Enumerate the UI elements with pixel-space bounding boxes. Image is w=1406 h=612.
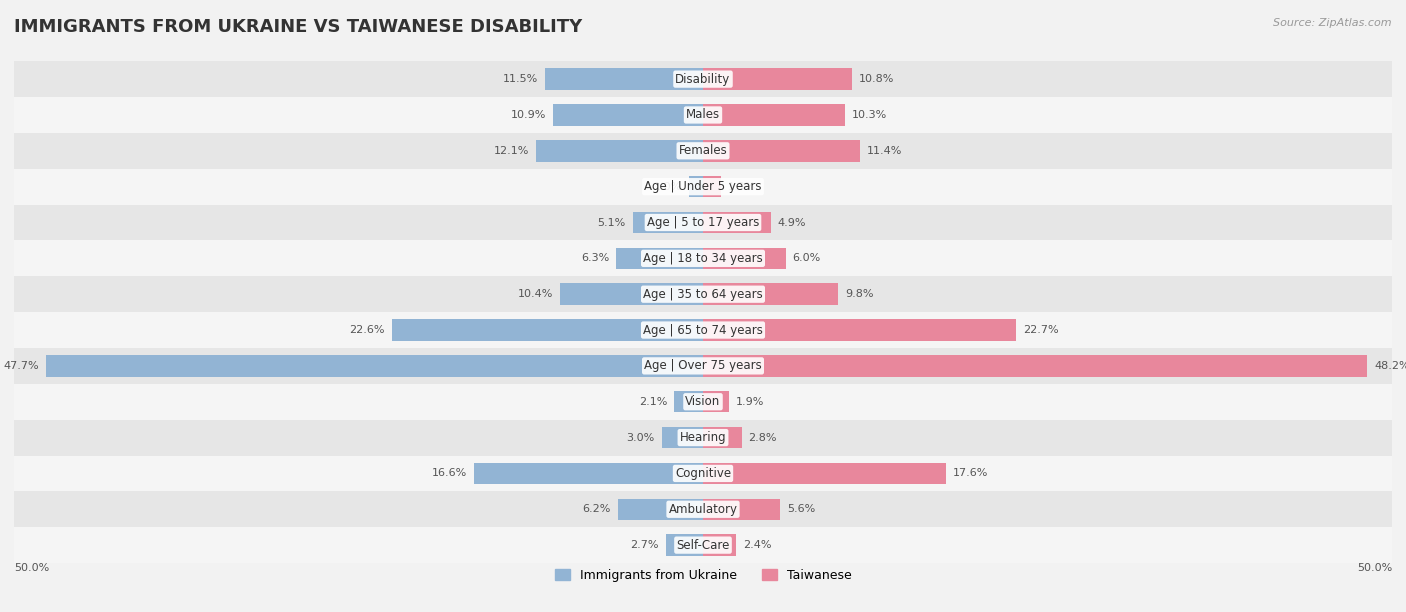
Bar [474, 463, 703, 484]
Text: 22.7%: 22.7% [1022, 325, 1059, 335]
Text: Ambulatory: Ambulatory [668, 503, 738, 516]
Bar [14, 241, 1392, 276]
Text: 50.0%: 50.0% [1357, 563, 1392, 573]
Bar [703, 463, 945, 484]
Text: 48.2%: 48.2% [1374, 361, 1406, 371]
Text: Hearing: Hearing [679, 431, 727, 444]
Text: IMMIGRANTS FROM UKRAINE VS TAIWANESE DISABILITY: IMMIGRANTS FROM UKRAINE VS TAIWANESE DIS… [14, 18, 582, 36]
Bar [633, 212, 703, 233]
Text: 10.8%: 10.8% [859, 74, 894, 84]
Bar [703, 176, 721, 198]
Bar [703, 69, 852, 90]
Text: Age | 5 to 17 years: Age | 5 to 17 years [647, 216, 759, 229]
Bar [617, 499, 703, 520]
Bar [616, 248, 703, 269]
Bar [689, 176, 703, 198]
Bar [14, 348, 1392, 384]
Bar [703, 283, 838, 305]
Text: 22.6%: 22.6% [349, 325, 385, 335]
Text: Age | 18 to 34 years: Age | 18 to 34 years [643, 252, 763, 265]
Text: 1.0%: 1.0% [654, 182, 682, 192]
Bar [14, 276, 1392, 312]
Text: Age | Under 5 years: Age | Under 5 years [644, 180, 762, 193]
Bar [703, 499, 780, 520]
Text: Disability: Disability [675, 73, 731, 86]
Text: Age | 65 to 74 years: Age | 65 to 74 years [643, 324, 763, 337]
Text: Self-Care: Self-Care [676, 539, 730, 551]
Text: Males: Males [686, 108, 720, 121]
Text: 11.4%: 11.4% [868, 146, 903, 156]
Text: 10.3%: 10.3% [852, 110, 887, 120]
Text: 5.1%: 5.1% [598, 217, 626, 228]
Bar [560, 283, 703, 305]
Text: Age | 35 to 64 years: Age | 35 to 64 years [643, 288, 763, 300]
Text: 9.8%: 9.8% [845, 289, 873, 299]
Text: 11.5%: 11.5% [502, 74, 537, 84]
Bar [544, 69, 703, 90]
Text: Vision: Vision [685, 395, 721, 408]
Bar [703, 427, 741, 449]
Bar [703, 212, 770, 233]
Text: 3.0%: 3.0% [627, 433, 655, 442]
Text: 10.4%: 10.4% [517, 289, 553, 299]
Text: 6.2%: 6.2% [582, 504, 610, 514]
Bar [553, 104, 703, 125]
Text: 2.8%: 2.8% [748, 433, 778, 442]
Text: 1.3%: 1.3% [728, 182, 756, 192]
Text: 6.0%: 6.0% [793, 253, 821, 263]
Text: 2.4%: 2.4% [742, 540, 772, 550]
Bar [392, 319, 703, 341]
Bar [703, 319, 1015, 341]
Text: 2.7%: 2.7% [630, 540, 659, 550]
Bar [703, 391, 730, 412]
Text: Age | Over 75 years: Age | Over 75 years [644, 359, 762, 372]
Text: 5.6%: 5.6% [787, 504, 815, 514]
Bar [14, 169, 1392, 204]
Text: Cognitive: Cognitive [675, 467, 731, 480]
Bar [46, 355, 703, 376]
Bar [703, 534, 737, 556]
Bar [662, 427, 703, 449]
Bar [14, 312, 1392, 348]
Bar [703, 104, 845, 125]
Legend: Immigrants from Ukraine, Taiwanese: Immigrants from Ukraine, Taiwanese [550, 564, 856, 587]
Text: 6.3%: 6.3% [581, 253, 609, 263]
Bar [703, 248, 786, 269]
Text: Source: ZipAtlas.com: Source: ZipAtlas.com [1274, 18, 1392, 28]
Text: 12.1%: 12.1% [494, 146, 530, 156]
Bar [14, 384, 1392, 420]
Bar [673, 391, 703, 412]
Bar [14, 420, 1392, 455]
Text: 47.7%: 47.7% [3, 361, 39, 371]
Text: 2.1%: 2.1% [638, 397, 668, 407]
Bar [14, 527, 1392, 563]
Bar [14, 204, 1392, 241]
Text: 50.0%: 50.0% [14, 563, 49, 573]
Bar [14, 61, 1392, 97]
Bar [703, 140, 860, 162]
Text: 10.9%: 10.9% [510, 110, 546, 120]
Text: 17.6%: 17.6% [952, 468, 988, 479]
Text: 16.6%: 16.6% [432, 468, 467, 479]
Text: Females: Females [679, 144, 727, 157]
Bar [703, 355, 1367, 376]
Bar [666, 534, 703, 556]
Bar [14, 491, 1392, 527]
Bar [14, 133, 1392, 169]
Text: 4.9%: 4.9% [778, 217, 806, 228]
Text: 1.9%: 1.9% [737, 397, 765, 407]
Bar [14, 97, 1392, 133]
Bar [14, 455, 1392, 491]
Bar [536, 140, 703, 162]
